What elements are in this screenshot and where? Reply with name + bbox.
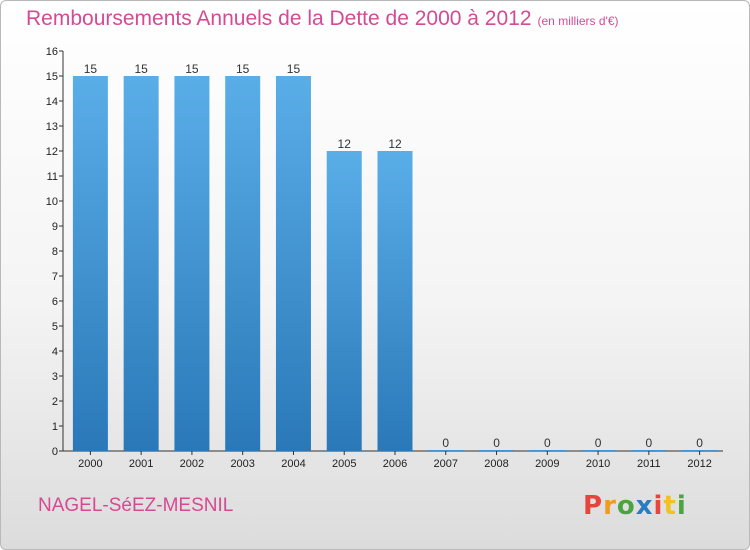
- y-tick-label: 11: [47, 171, 58, 183]
- y-tick-label: 9: [52, 221, 58, 233]
- data-label: 12: [388, 137, 402, 151]
- commune-name: NAGEL-SéEZ-MESNIL: [38, 495, 234, 516]
- x-tick-label: 2006: [383, 458, 407, 470]
- bar: [123, 76, 159, 451]
- chart-title: Remboursements Annuels de la Dette de 20…: [26, 7, 619, 31]
- y-tick-label: 2: [52, 396, 58, 408]
- bar: [682, 450, 718, 451]
- data-label: 15: [185, 62, 199, 76]
- y-tick-label: 3: [52, 371, 58, 383]
- y-tick-label: 13: [46, 121, 58, 133]
- y-tick-label: 1: [52, 421, 58, 433]
- logo-letter: r: [603, 491, 617, 521]
- bar: [72, 76, 108, 451]
- data-label: 0: [442, 436, 449, 450]
- x-tick-label: 2009: [535, 458, 559, 470]
- x-tick-label: 2003: [230, 458, 254, 470]
- logo-letter: x: [635, 491, 654, 521]
- x-tick-label: 2005: [332, 458, 356, 470]
- data-label: 0: [646, 436, 653, 450]
- chart-title-text: Remboursements Annuels de la Dette de 20…: [26, 7, 532, 30]
- data-label: 15: [287, 62, 301, 76]
- y-tick-label: 6: [52, 296, 58, 308]
- y-tick-label: 4: [52, 346, 58, 358]
- data-label: 15: [84, 62, 98, 76]
- proxiti-logo: Proxiti: [583, 491, 687, 521]
- bar: [377, 151, 413, 451]
- data-label: 0: [544, 436, 551, 450]
- x-tick-label: 2010: [586, 458, 610, 470]
- x-tick-label: 2007: [434, 458, 458, 470]
- x-tick-label: 2011: [637, 458, 661, 470]
- y-tick-label: 16: [46, 46, 58, 58]
- y-tick-label: 7: [52, 271, 58, 283]
- data-label: 12: [338, 137, 352, 151]
- logo-letter: P: [583, 491, 604, 521]
- x-tick-label: 2001: [129, 458, 153, 470]
- data-label: 15: [236, 62, 250, 76]
- bar: [225, 76, 261, 451]
- y-tick-label: 10: [46, 196, 58, 208]
- bar: [631, 450, 667, 451]
- bar: [275, 76, 311, 451]
- data-label: 15: [134, 62, 148, 76]
- y-tick-label: 15: [46, 71, 58, 83]
- x-tick-label: 2000: [78, 458, 102, 470]
- bar: [529, 450, 565, 451]
- data-label: 0: [696, 436, 703, 450]
- bar: [174, 76, 210, 451]
- data-label: 0: [493, 436, 500, 450]
- logo-letter: i: [653, 491, 664, 521]
- logo-letter: i: [676, 491, 687, 521]
- logo-letter: o: [616, 491, 636, 521]
- y-tick-label: 5: [52, 321, 58, 333]
- data-label: 0: [595, 436, 602, 450]
- x-tick-label: 2012: [687, 458, 711, 470]
- x-tick-label: 2008: [484, 458, 508, 470]
- y-tick-label: 0: [52, 446, 58, 458]
- y-tick-label: 8: [52, 246, 58, 258]
- x-tick-label: 2004: [281, 458, 305, 470]
- y-tick-label: 12: [46, 146, 58, 158]
- bar: [326, 151, 362, 451]
- bar: [479, 450, 515, 451]
- logo-letter: t: [663, 491, 677, 521]
- x-tick-label: 2002: [180, 458, 204, 470]
- bar: [428, 450, 464, 451]
- bar: [580, 450, 616, 451]
- chart-subtitle: (en milliers d'€): [537, 14, 619, 28]
- y-tick-label: 14: [46, 96, 58, 108]
